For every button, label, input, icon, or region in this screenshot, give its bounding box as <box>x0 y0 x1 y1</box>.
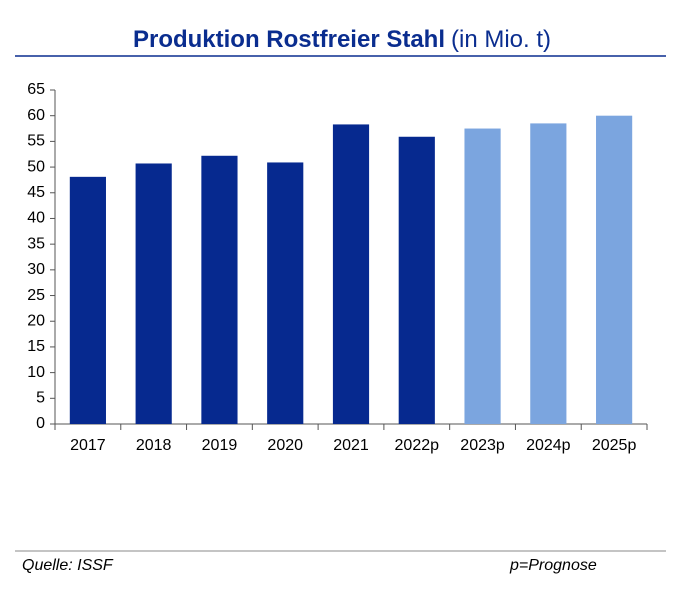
y-tick-label: 45 <box>27 184 45 201</box>
x-tick-label: 2018 <box>136 437 172 454</box>
x-tick-label: 2021 <box>333 437 369 454</box>
x-tick-label: 2017 <box>70 437 106 454</box>
bar <box>398 136 435 424</box>
bar <box>530 123 567 425</box>
y-tick-label: 10 <box>27 364 45 381</box>
x-tick-label: 2025p <box>592 437 637 454</box>
bar <box>69 176 106 424</box>
y-tick-label: 0 <box>36 415 45 432</box>
y-tick-label: 60 <box>27 107 45 124</box>
chart-title: Produktion Rostfreier Stahl <box>133 26 445 53</box>
note: p=Prognose <box>509 557 597 574</box>
y-tick-label: 30 <box>27 261 45 278</box>
x-tick-label: 2023p <box>460 437 505 454</box>
y-tick-label: 20 <box>27 312 45 329</box>
bar <box>332 124 370 425</box>
y-tick-label: 40 <box>27 210 45 227</box>
chart-title-suffix: (in Mio. t) <box>451 26 551 53</box>
source: Quelle: ISSF <box>22 557 114 574</box>
y-tick-label: 25 <box>27 287 45 304</box>
bar <box>596 115 633 424</box>
y-tick-label: 65 <box>27 81 45 98</box>
y-tick-label: 35 <box>27 235 45 252</box>
y-tick-label: 50 <box>27 158 45 175</box>
y-tick-label: 55 <box>27 133 45 150</box>
x-tick-label: 2020 <box>267 437 303 454</box>
x-tick-label: 2019 <box>202 437 238 454</box>
y-tick-label: 5 <box>36 390 45 407</box>
x-tick-label: 2022p <box>395 437 440 454</box>
y-tick-label: 15 <box>27 338 45 355</box>
x-tick-label: 2024p <box>526 437 571 454</box>
bar <box>201 155 238 424</box>
bar <box>135 163 172 425</box>
bar <box>464 128 501 425</box>
chart-title-group: Produktion Rostfreier Stahl (in Mio. t) <box>133 26 551 53</box>
bar <box>267 162 304 424</box>
